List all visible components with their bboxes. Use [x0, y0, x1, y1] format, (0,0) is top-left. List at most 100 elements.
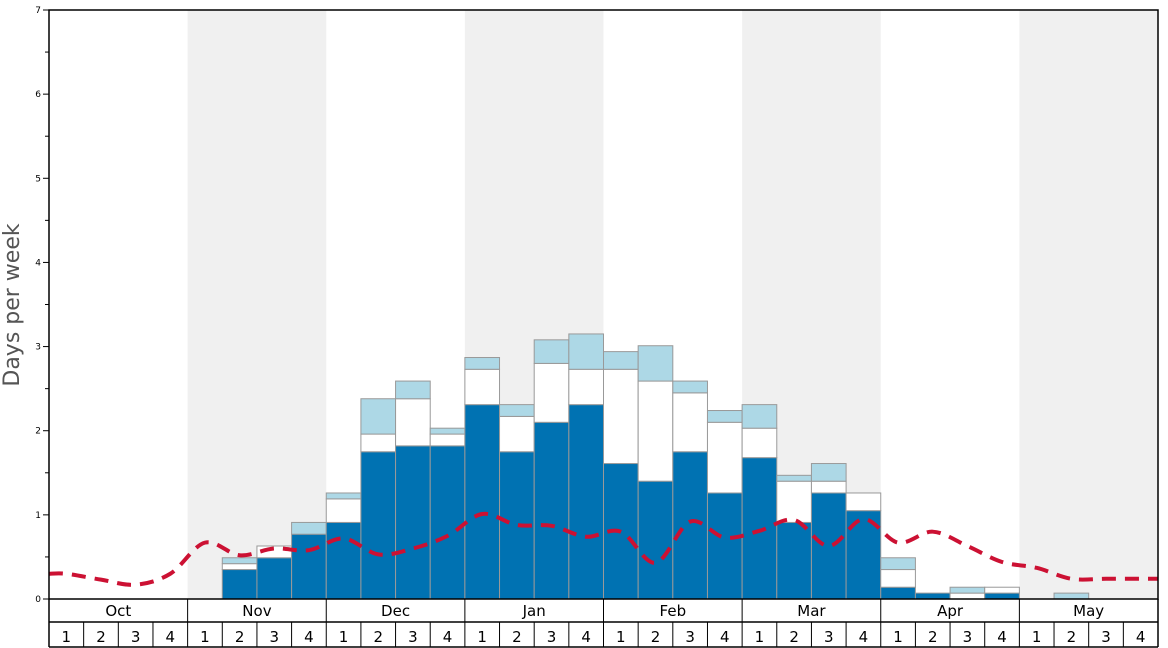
bar-segment	[776, 480, 812, 523]
week-label: 4	[720, 628, 730, 646]
bar-segment	[810, 492, 847, 600]
month-label-jan: Jan	[522, 602, 546, 620]
week-label: 3	[131, 628, 141, 646]
month-label-feb: Feb	[660, 602, 687, 620]
month-label-mar: Mar	[797, 602, 826, 620]
week-label: 3	[685, 628, 695, 646]
week-label: 3	[269, 628, 279, 646]
week-axis: 1 2 3 4 1 2 3 4 1 2 3 4 1 2 3 4 1 2 3 4 1 2 3 4 1 2 3 4 1 2 3 4	[62, 622, 1146, 647]
bar-segment	[741, 427, 778, 459]
y-tick-label: 5	[35, 174, 41, 184]
bar-segment	[533, 339, 570, 364]
bar-segment	[706, 421, 743, 494]
month-shade-may	[1019, 10, 1158, 599]
bar-segment	[637, 345, 674, 382]
bars	[221, 333, 1090, 600]
week-label: 4	[1136, 628, 1146, 646]
bar-segment	[429, 445, 466, 600]
week-label: 1	[200, 628, 210, 646]
bar-segment	[291, 521, 327, 535]
week-label: 1	[1032, 628, 1042, 646]
week-label: 1	[477, 628, 487, 646]
bar-segment	[568, 368, 604, 406]
bar-segment	[880, 569, 916, 588]
week-label: 2	[512, 628, 522, 646]
bar-segment	[914, 592, 951, 600]
week-label: 4	[304, 628, 314, 646]
week-label: 4	[581, 628, 591, 646]
bar-segment	[672, 392, 708, 453]
bar-segment	[776, 521, 812, 600]
trend-line	[48, 511, 1158, 587]
bar-segment	[568, 333, 604, 370]
bar-segment	[568, 404, 604, 600]
y-tick-label: 6	[35, 90, 41, 100]
week-label: 3	[547, 628, 557, 646]
month-shading	[187, 10, 1158, 599]
bar-segment	[395, 445, 431, 600]
month-shade-nov	[187, 10, 327, 599]
y-tick-label: 4	[35, 258, 41, 268]
week-label: 2	[1067, 628, 1077, 646]
bar-segment	[845, 492, 882, 512]
bar-segment	[499, 404, 535, 417]
bar-segment	[429, 433, 466, 447]
bar-segment	[256, 557, 293, 600]
bar-segment	[291, 533, 327, 600]
week-label: 4	[166, 628, 176, 646]
bar-segment	[949, 592, 986, 600]
bar-segment	[637, 480, 674, 600]
month-axis: Oct Nov Dec Jan Feb Mar Apr May	[48, 599, 1159, 648]
bar-segment	[429, 427, 466, 435]
bar-segment	[360, 433, 397, 453]
bar-segment	[741, 457, 778, 600]
bar-segment	[464, 357, 501, 370]
bar-segment	[706, 410, 743, 423]
week-label: 1	[339, 628, 349, 646]
week-label: 2	[235, 628, 245, 646]
week-label: 2	[373, 628, 383, 646]
bar-segment	[360, 398, 397, 435]
y-tick-label: 7	[35, 6, 41, 16]
week-label: 3	[963, 628, 973, 646]
week-label: 2	[96, 628, 106, 646]
week-label: 3	[408, 628, 418, 646]
bar-segment	[325, 498, 362, 523]
y-axis-label: Days per week	[0, 223, 25, 386]
week-label: 2	[928, 628, 938, 646]
bar-segment	[221, 557, 258, 565]
y-tick-label: 1	[35, 511, 41, 521]
bar-segment	[880, 557, 916, 571]
bar-segment	[533, 362, 570, 423]
bar-segment	[533, 421, 570, 600]
bar-segment	[984, 592, 1020, 600]
y-tick-label: 3	[35, 343, 41, 353]
month-label-nov: Nov	[242, 602, 271, 620]
bar-segment	[672, 380, 708, 394]
week-label: 1	[755, 628, 765, 646]
bar-segment	[464, 368, 501, 406]
week-label: 3	[1101, 628, 1111, 646]
bar-segment	[637, 380, 674, 482]
bar-segment	[672, 451, 708, 600]
bar-segment	[499, 415, 535, 453]
month-label-apr: Apr	[937, 602, 964, 620]
month-label-oct: Oct	[105, 602, 131, 620]
week-label: 4	[443, 628, 453, 646]
month-label-dec: Dec	[381, 602, 410, 620]
bar-segment	[603, 368, 639, 465]
week-label: 4	[997, 628, 1007, 646]
bar-segment	[880, 586, 916, 600]
bar-segment	[810, 463, 847, 482]
week-label: 3	[824, 628, 834, 646]
bar-segment	[360, 451, 397, 600]
week-label: 1	[62, 628, 72, 646]
bar-segment	[810, 480, 847, 494]
week-label: 2	[651, 628, 661, 646]
bar-segment	[325, 492, 362, 500]
bar-segment	[984, 586, 1020, 594]
bar-segment	[221, 569, 258, 600]
bar-segment	[221, 563, 258, 571]
week-label: 1	[616, 628, 626, 646]
week-label: 1	[893, 628, 903, 646]
